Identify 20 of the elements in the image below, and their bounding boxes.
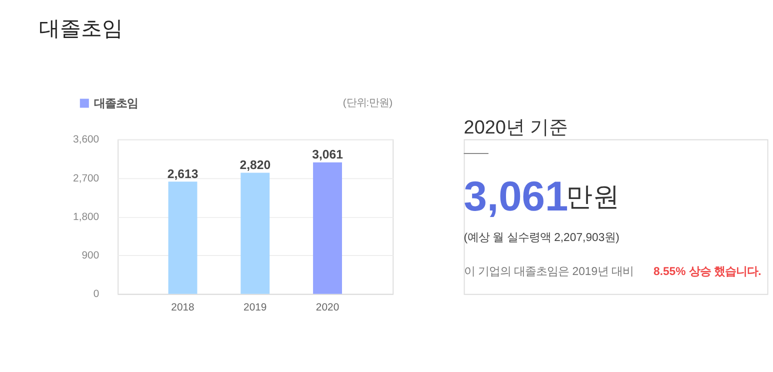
data-label: 3,061 (312, 148, 344, 162)
y-tick-label: 3,600 (73, 134, 100, 146)
y-tick-label: 0 (93, 289, 100, 300)
legend-label: 대졸초임 (94, 98, 138, 110)
x-tick-label: 2018 (171, 302, 195, 314)
text: 3,061 (464, 172, 568, 220)
y-tick-label: 900 (82, 250, 100, 262)
data-label: 2,613 (167, 166, 198, 181)
text: 8.55% 상승 했습니다. (653, 266, 762, 278)
x-tick-label: 2019 (244, 302, 267, 314)
y-tick-label: 2,700 (73, 173, 100, 184)
text: 이 기업의 대졸초임은 2019년 대비 (464, 266, 634, 278)
y-tick-label: 1,800 (73, 212, 100, 223)
text: (단위:만원) (342, 98, 393, 110)
data-label: 2,820 (240, 158, 271, 172)
chart-title: 대졸초임 (38, 17, 123, 40)
text: 만원 (566, 182, 620, 212)
x-tick-label: 2020 (316, 302, 340, 314)
text: (예상 월 실수령액 2,207,903원) (464, 232, 620, 244)
text: 2020년 기준 (464, 118, 568, 139)
